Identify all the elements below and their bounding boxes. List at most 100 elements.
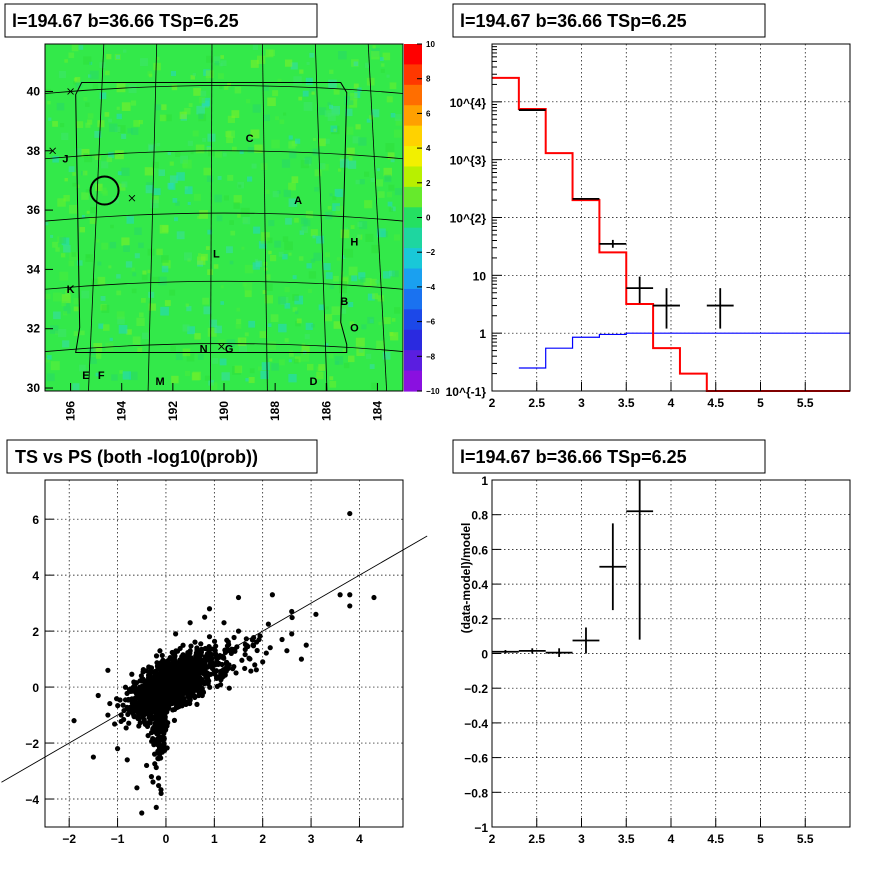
map-noise-cell bbox=[350, 92, 358, 101]
map-noise-cell bbox=[355, 179, 360, 185]
colorbar-tick-label: 2 bbox=[426, 179, 431, 188]
map-noise-cell bbox=[314, 169, 322, 177]
map-noise-cell bbox=[325, 314, 333, 322]
map-noise-cell bbox=[237, 214, 241, 218]
map-noise-cell bbox=[201, 253, 208, 261]
map-noise-cell bbox=[277, 78, 282, 83]
map-noise-cell bbox=[169, 289, 176, 296]
scatter-point bbox=[187, 664, 194, 671]
scatter-point bbox=[194, 701, 200, 707]
map-noise-cell bbox=[62, 340, 70, 348]
map-noise-cell bbox=[138, 119, 143, 125]
map-noise-cell bbox=[214, 194, 222, 203]
map-noise-cell bbox=[229, 260, 234, 265]
map-noise-cell bbox=[227, 130, 235, 139]
map-noise-cell bbox=[246, 176, 253, 182]
map-noise-cell bbox=[274, 240, 282, 248]
map-noise-cell bbox=[377, 295, 384, 302]
scatter-point bbox=[155, 712, 161, 718]
map-noise-cell bbox=[335, 205, 344, 215]
map-noise-cell bbox=[123, 49, 127, 53]
total-model-steps bbox=[492, 76, 850, 392]
map-noise-cell bbox=[55, 247, 60, 252]
map-noise-cell bbox=[98, 323, 104, 329]
map-noise-cell bbox=[262, 290, 267, 295]
map-noise-cell bbox=[86, 254, 91, 259]
map-noise-cell bbox=[85, 102, 90, 107]
scatter-point bbox=[153, 804, 159, 811]
scatter-point bbox=[213, 643, 219, 649]
map-noise-cell bbox=[114, 126, 121, 133]
map-y-tick-label: 36 bbox=[27, 203, 41, 217]
map-noise-cell bbox=[214, 325, 222, 334]
map-noise-cell bbox=[299, 69, 304, 74]
map-noise-cell bbox=[383, 167, 393, 177]
map-noise-cell bbox=[192, 72, 197, 77]
scatter-point bbox=[231, 664, 237, 670]
map-noise-cell bbox=[347, 355, 355, 363]
map-noise-cell bbox=[355, 337, 365, 347]
map-noise-cell bbox=[278, 296, 286, 305]
spectrum-y-tick-label: 10^{4} bbox=[450, 96, 487, 110]
map-noise-cell bbox=[187, 326, 196, 335]
colorbar-swatch bbox=[404, 146, 422, 168]
map-noise-cell bbox=[337, 168, 342, 172]
scatter-point bbox=[176, 686, 182, 692]
map-noise-cell bbox=[128, 85, 137, 94]
map-noise-cell bbox=[169, 161, 174, 166]
scatter-point bbox=[161, 736, 167, 742]
map-noise-cell bbox=[295, 138, 301, 144]
map-noise-cell bbox=[309, 52, 315, 58]
map-noise-cell bbox=[382, 271, 391, 279]
map-noise-cell bbox=[359, 221, 368, 230]
residual-x-tick-label: 2 bbox=[489, 832, 496, 846]
spectrum-y-tick-label: 10^{-1} bbox=[446, 385, 487, 399]
map-noise-cell bbox=[61, 294, 71, 304]
scatter-point bbox=[95, 692, 101, 699]
map-noise-cell bbox=[88, 347, 96, 356]
map-noise-cell bbox=[204, 375, 211, 381]
scatter-point bbox=[254, 639, 260, 645]
map-noise-cell bbox=[95, 183, 103, 192]
map-noise-cell bbox=[316, 235, 324, 244]
map-noise-cell bbox=[138, 312, 144, 318]
map-noise-cell bbox=[59, 123, 65, 128]
map-noise-cell bbox=[162, 260, 171, 269]
map-noise-cell bbox=[242, 282, 247, 287]
map-noise-cell bbox=[101, 161, 109, 169]
map-noise-cell bbox=[234, 86, 242, 94]
residual-x-tick-label: 2.5 bbox=[528, 832, 545, 846]
map-noise-cell bbox=[300, 353, 310, 362]
map-noise-cell bbox=[371, 244, 380, 254]
map-noise-cell bbox=[296, 318, 302, 324]
map-noise-cell bbox=[198, 113, 204, 120]
map-noise-cell bbox=[266, 237, 273, 244]
map-noise-cell bbox=[62, 311, 68, 316]
scatter-point bbox=[141, 678, 147, 684]
colorbar-swatch bbox=[404, 309, 422, 331]
scatter-point bbox=[284, 648, 290, 654]
map-noise-cell bbox=[141, 332, 149, 340]
scatter-point bbox=[138, 673, 144, 679]
scatter-point bbox=[173, 704, 180, 710]
colorbar-tick-label: −4 bbox=[426, 283, 436, 292]
map-noise-cell bbox=[333, 128, 337, 132]
scatter-point bbox=[162, 661, 168, 667]
residual-x-tick-label: 3.5 bbox=[618, 832, 635, 846]
map-noise-cell bbox=[301, 345, 310, 354]
map-noise-cell bbox=[207, 269, 213, 276]
colorbar-swatch bbox=[404, 370, 422, 392]
map-noise-cell bbox=[50, 234, 54, 238]
scatter-point bbox=[289, 608, 295, 615]
map-noise-cell bbox=[344, 96, 354, 106]
map-noise-cell bbox=[311, 91, 315, 95]
map-noise-cell bbox=[342, 349, 347, 353]
map-noise-cell bbox=[253, 226, 261, 234]
map-noise-cell bbox=[172, 198, 178, 203]
map-noise-cell bbox=[325, 306, 329, 310]
map-noise-cell bbox=[265, 189, 270, 194]
map-noise-cell bbox=[364, 171, 370, 177]
map-noise-cell bbox=[358, 347, 364, 353]
scatter-point bbox=[182, 662, 188, 668]
